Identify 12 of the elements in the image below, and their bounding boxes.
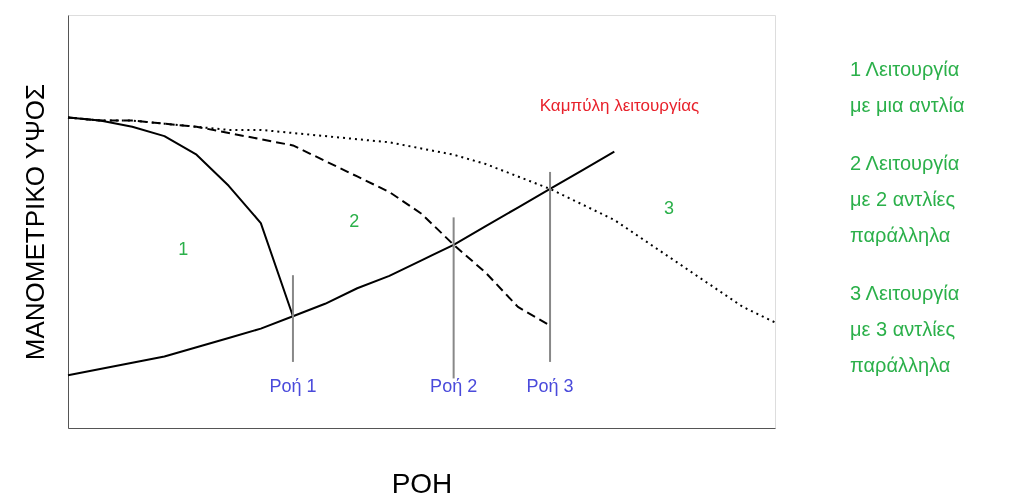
annotation: 2 xyxy=(349,210,360,231)
text: Καμπύλη λειτουργίας xyxy=(539,95,700,115)
annotation: Ροή 2 xyxy=(430,375,478,396)
text: 1 Λειτουργία με μια αντλία xyxy=(850,58,965,116)
annotation: 1 xyxy=(178,239,189,260)
text: 2 Λειτουργία με 2 αντλίες παράλληλα xyxy=(850,152,960,246)
annotation: 3 xyxy=(663,198,674,219)
annotation: Ροή 3 xyxy=(526,375,574,396)
x-axis-title: ΡΟΗ xyxy=(391,467,453,497)
y-axis-title: ΜΑΝΟΜΕΤΡΙΚΟ ΥΨΟΣ xyxy=(19,83,50,361)
annotation: Ροή 1 xyxy=(269,375,317,396)
text: 3 Λειτουργία με 3 αντλίες παράλληλα xyxy=(850,282,960,376)
